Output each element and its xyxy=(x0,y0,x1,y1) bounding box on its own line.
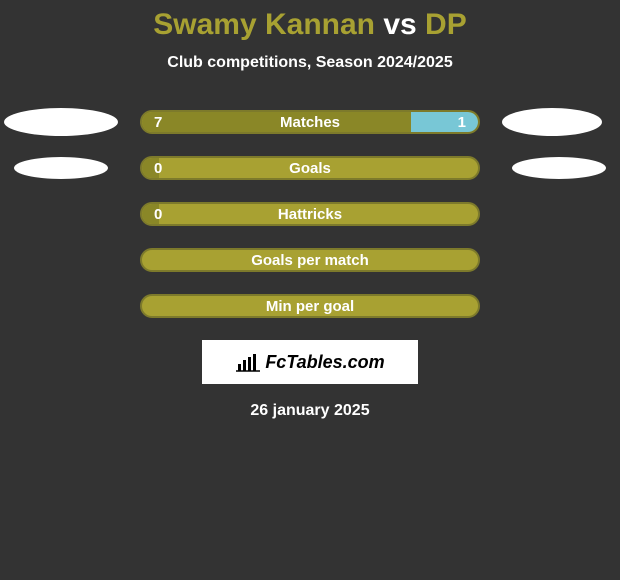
stat-row: Goals per match xyxy=(0,248,620,272)
date-text: 26 january 2025 xyxy=(0,402,620,420)
stat-row: Min per goal xyxy=(0,294,620,318)
stat-bar: Min per goal xyxy=(140,294,480,318)
stat-row: 0Goals xyxy=(0,156,620,180)
stat-row: 0Hattricks xyxy=(0,202,620,226)
ellipse-slot-left xyxy=(0,157,140,179)
ellipse-right xyxy=(512,157,606,179)
branding-text: FcTables.com xyxy=(265,352,384,373)
stat-row: 71Matches xyxy=(0,110,620,134)
ellipse-left xyxy=(4,108,118,136)
ellipse-left xyxy=(14,157,108,179)
vs-text: vs xyxy=(383,8,416,41)
stat-label: Goals xyxy=(142,160,478,177)
stat-label: Hattricks xyxy=(142,206,478,223)
stat-label: Min per goal xyxy=(142,298,478,315)
stat-bar: 0Hattricks xyxy=(140,202,480,226)
subtitle: Club competitions, Season 2024/2025 xyxy=(0,54,620,72)
stat-rows: 71Matches 0Goals 0Hattricks Goals per match… xyxy=(0,110,620,318)
stat-bar: Goals per match xyxy=(140,248,480,272)
ellipse-slot-right xyxy=(480,157,620,179)
stat-label: Matches xyxy=(142,114,478,131)
ellipse-slot-right xyxy=(480,108,620,136)
page-title: Swamy Kannan vs DP xyxy=(0,8,620,42)
branding-box: FcTables.com xyxy=(202,340,418,384)
stat-label: Goals per match xyxy=(142,252,478,269)
ellipse-right xyxy=(502,108,602,136)
branding-content: FcTables.com xyxy=(235,352,384,373)
comparison-infographic: Swamy Kannan vs DP Club competitions, Se… xyxy=(0,0,620,420)
player1-name: Swamy Kannan xyxy=(153,8,375,41)
player2-name: DP xyxy=(425,8,467,41)
chart-bars-icon xyxy=(235,352,261,372)
stat-bar: 0Goals xyxy=(140,156,480,180)
ellipse-slot-left xyxy=(0,108,140,136)
stat-bar: 71Matches xyxy=(140,110,480,134)
